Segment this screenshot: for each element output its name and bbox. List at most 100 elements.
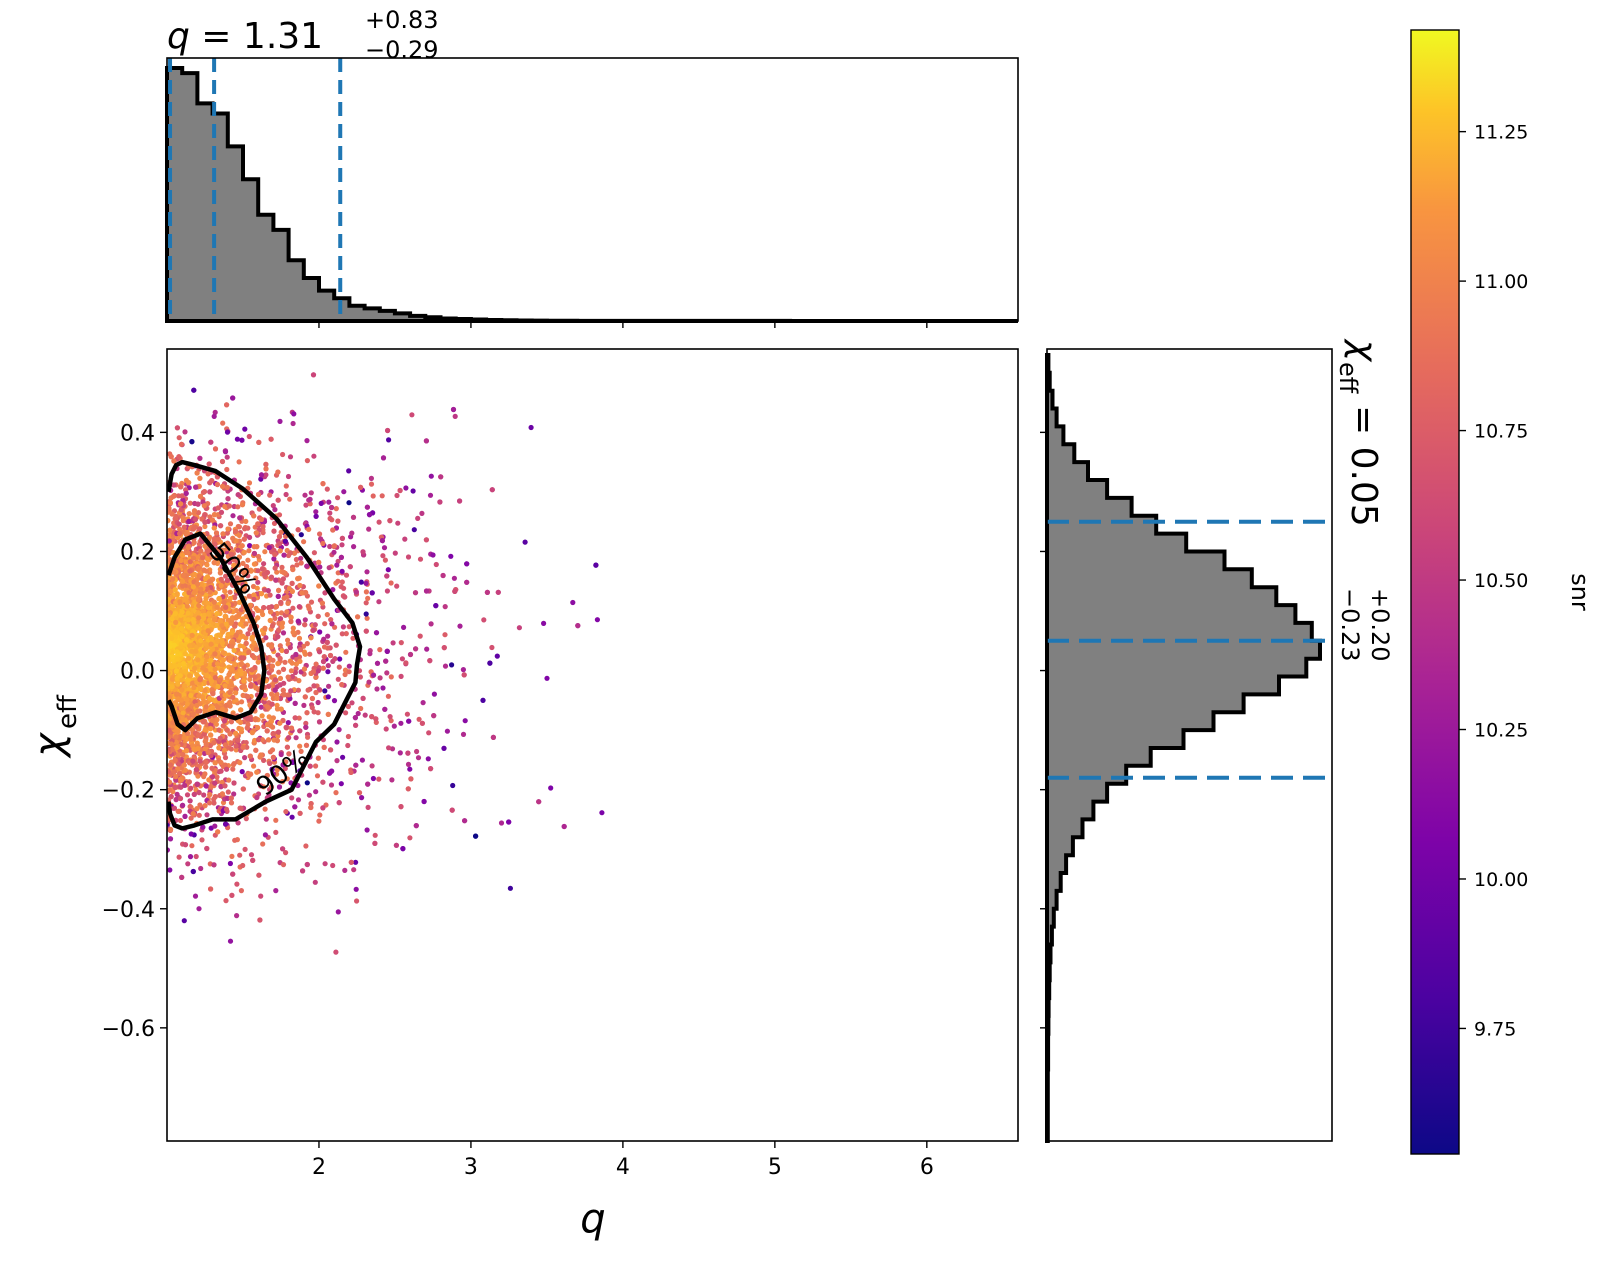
scatter-point	[220, 531, 226, 537]
scatter-point	[322, 688, 328, 694]
scatter-point	[360, 695, 366, 702]
scatter-point	[329, 621, 335, 627]
scatter-point	[190, 711, 196, 717]
scatter-point	[200, 719, 206, 725]
scatter-point	[326, 683, 332, 689]
scatter-point	[350, 635, 356, 641]
scatter-point	[182, 651, 188, 657]
scatter-point	[317, 564, 323, 570]
scatter-point	[296, 575, 302, 581]
scatter-point	[345, 703, 351, 710]
scatter-point	[327, 543, 333, 550]
scatter-point	[283, 648, 289, 655]
scatter-point	[196, 693, 202, 699]
scatter-point	[374, 686, 380, 692]
scatter-point	[194, 806, 200, 812]
scatter-point	[304, 861, 310, 868]
scatter-point	[193, 853, 199, 860]
scatter-point	[208, 666, 214, 672]
scatter-point	[355, 614, 361, 620]
scatter-point	[325, 663, 331, 669]
scatter-point	[442, 663, 449, 669]
scatter-point	[424, 646, 430, 652]
scatter-point	[343, 572, 350, 578]
scatter-point	[218, 583, 224, 589]
scatter-point	[270, 754, 276, 761]
scatter-point	[183, 637, 190, 643]
scatter-point	[196, 565, 202, 571]
scatter-point	[311, 550, 317, 556]
scatter-point	[225, 542, 232, 548]
scatter-point	[335, 570, 341, 576]
scatter-point	[346, 624, 352, 630]
scatter-point	[223, 821, 229, 827]
scatter-point	[388, 580, 394, 586]
scatter-point	[269, 674, 275, 680]
scatter-point	[362, 712, 368, 718]
scatter-point	[220, 420, 226, 426]
scatter-point	[215, 829, 221, 835]
scatter-point	[273, 829, 279, 836]
scatter-point	[167, 505, 172, 511]
scatter-point	[341, 489, 347, 495]
scatter-point	[178, 705, 184, 712]
scatter-point	[388, 674, 394, 680]
scatter-point	[400, 846, 406, 852]
scatter-point	[241, 549, 247, 556]
scatter-point	[320, 604, 326, 610]
scatter-point	[196, 812, 202, 818]
scatter-point	[293, 556, 299, 563]
scatter-point	[195, 732, 202, 738]
scatter-point	[277, 616, 284, 622]
scatter-point	[204, 845, 210, 852]
top-histogram-panel: q = 1.31 +0.83 −0.29	[165, 6, 1019, 328]
scatter-point	[385, 693, 391, 699]
scatter-point	[195, 746, 201, 752]
scatter-point	[234, 913, 240, 919]
scatter-point	[195, 509, 202, 516]
scatter-point	[284, 776, 290, 782]
scatter-point	[271, 528, 277, 534]
scatter-point	[223, 621, 229, 627]
scatter-point	[311, 709, 317, 715]
scatter-point	[203, 764, 209, 770]
scatter-point	[301, 666, 308, 672]
scatter-point	[178, 484, 184, 490]
scatter-point	[297, 743, 303, 749]
scatter-point	[193, 767, 199, 773]
scatter-point	[225, 631, 231, 637]
scatter-point	[275, 661, 281, 667]
scatter-point	[188, 692, 194, 699]
scatter-point	[248, 683, 254, 689]
scatter-point	[294, 562, 300, 568]
scatter-point	[173, 774, 179, 780]
scatter-point	[179, 874, 185, 881]
scatter-point	[384, 670, 390, 676]
scatter-point	[208, 886, 214, 892]
scatter-point	[213, 721, 219, 727]
scatter-point	[220, 657, 226, 663]
scatter-point	[423, 537, 429, 543]
scatter-point	[359, 757, 365, 763]
scatter-point	[240, 744, 246, 751]
scatter-point	[464, 561, 470, 567]
scatter-point	[353, 762, 359, 768]
scatter-point	[461, 672, 467, 678]
scatter-point	[293, 661, 299, 667]
scatter-point	[318, 536, 324, 542]
scatter-point	[415, 755, 422, 761]
scatter-point	[321, 744, 327, 751]
scatter-point	[376, 776, 382, 782]
scatter-point	[368, 475, 374, 481]
scatter-point	[180, 802, 186, 809]
scatter-point	[369, 763, 375, 769]
scatter-point	[324, 486, 330, 492]
scatter-point	[246, 433, 252, 440]
scatter-point	[251, 561, 257, 567]
scatter-point	[343, 649, 349, 655]
scatter-point	[173, 513, 179, 519]
scatter-point	[417, 556, 424, 562]
scatter-point	[178, 616, 184, 623]
scatter-point	[228, 795, 234, 801]
scatter-point	[189, 843, 195, 849]
